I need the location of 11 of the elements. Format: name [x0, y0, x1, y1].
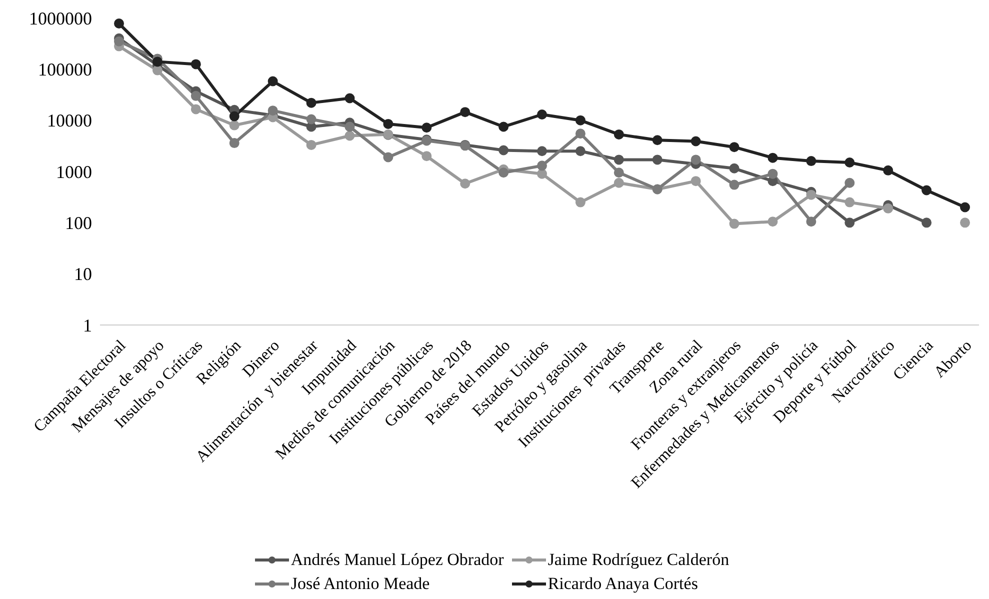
y-tick-label: 1000 [56, 162, 92, 182]
y-tick-label: 10000 [47, 110, 92, 131]
y-tick-label: 100 [65, 213, 92, 234]
legend-label: Andrés Manuel López Obrador [290, 550, 504, 570]
y-tick-label: 1000000 [29, 8, 92, 28]
y-tick-label: 10 [74, 264, 92, 284]
legend-label: Ricardo Anaya Cortés [548, 574, 698, 594]
legend-label: José Antonio Meade [290, 574, 430, 594]
legend-label: Jaime Rodríguez Calderón [548, 550, 730, 570]
y-tick-label: 100000 [38, 60, 92, 80]
y-tick-label: 1 [83, 315, 92, 336]
